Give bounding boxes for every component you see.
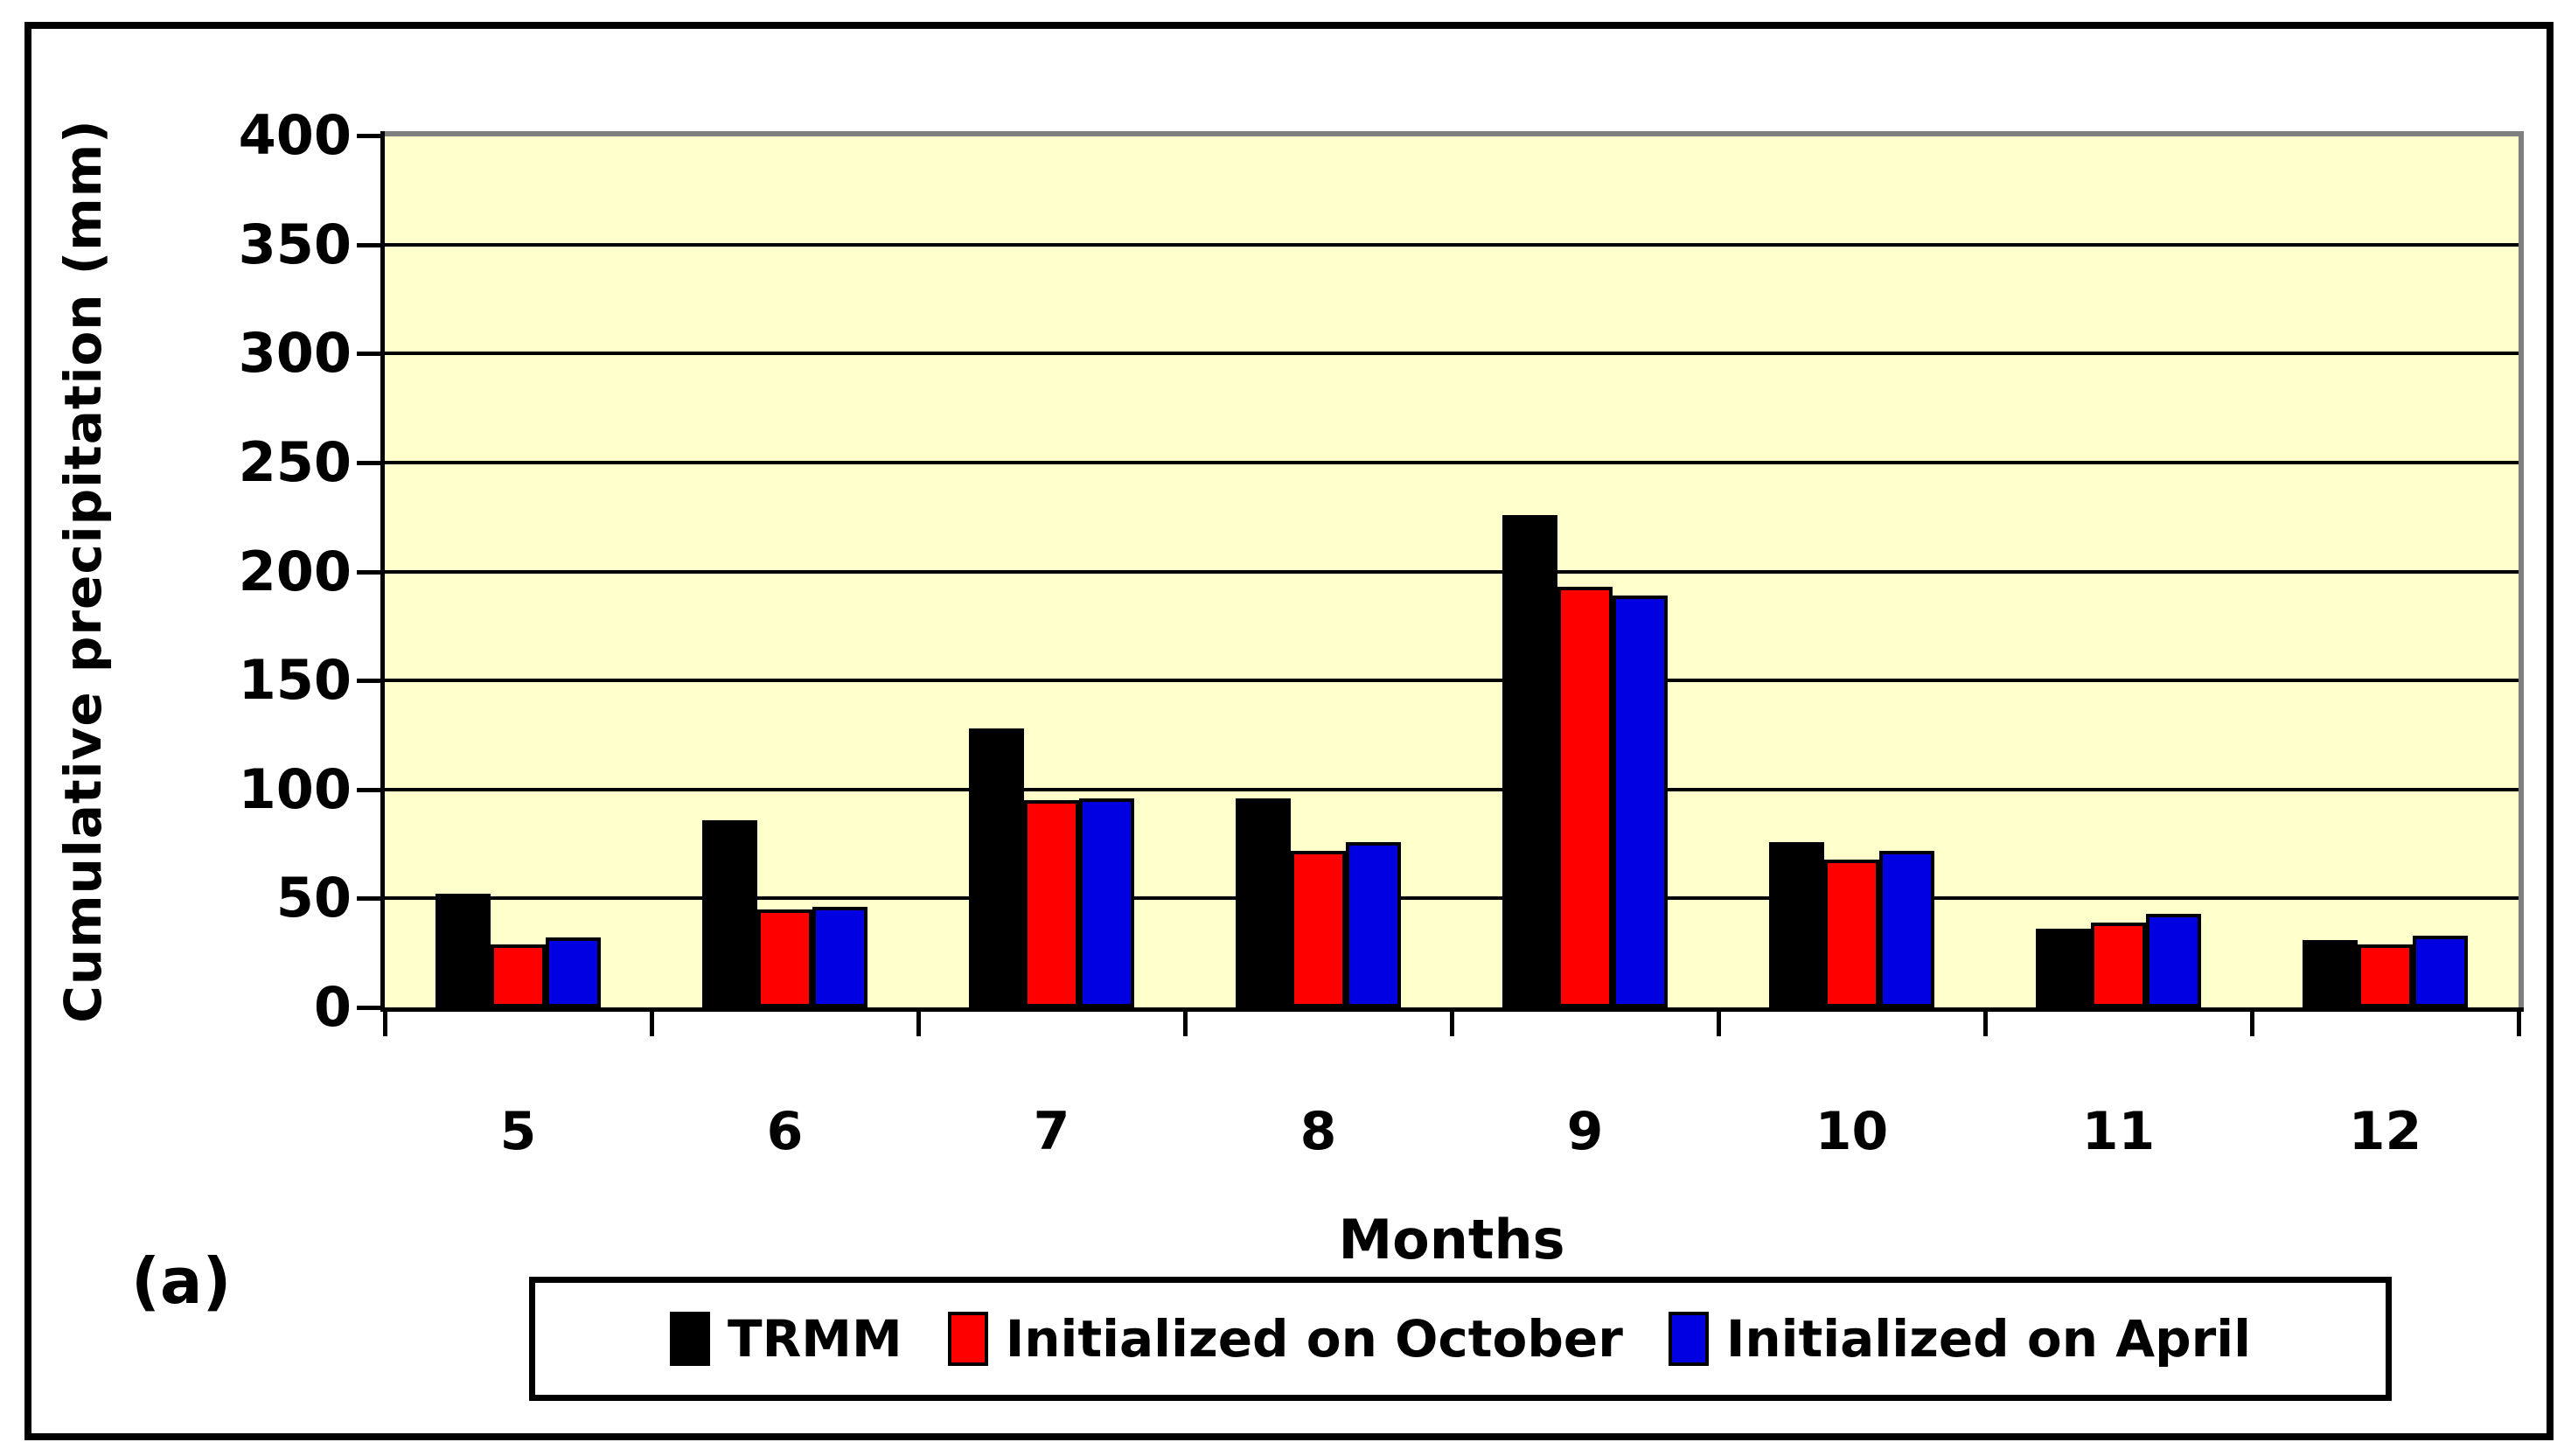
x-tick-8	[2517, 1010, 2521, 1036]
y-tick-150	[357, 679, 381, 684]
x-tick-label-month-7: 7	[1033, 1101, 1070, 1162]
bar-init-october-month-10	[1824, 860, 1879, 1007]
x-tick-4	[1450, 1010, 1454, 1036]
y-tick-50	[357, 896, 381, 902]
y-tick-label-400: 400	[238, 103, 352, 167]
gridline-250	[385, 460, 2519, 464]
gridline-350	[385, 242, 2519, 247]
bar-init-october-month-8	[1291, 851, 1346, 1007]
bar-init-april-month-9	[1613, 596, 1668, 1007]
bar-init-april-month-10	[1879, 851, 1934, 1007]
figure-border	[24, 22, 2554, 1440]
bar-init-october-month-7	[1024, 800, 1079, 1007]
legend-entry-trmm: TRMM	[670, 1312, 902, 1366]
y-tick-100	[357, 787, 381, 792]
bar-trmm-month-10	[1769, 842, 1824, 1007]
x-tick-label-month-9: 9	[1566, 1101, 1604, 1162]
legend-swatch-trmm	[670, 1312, 711, 1366]
gridline-50	[385, 896, 2519, 901]
y-tick-label-200: 200	[238, 539, 352, 603]
y-tick-label-250: 250	[238, 429, 352, 494]
x-tick-label-month-6: 6	[766, 1101, 804, 1162]
legend-entry-init-april: Initialized on April	[1668, 1309, 2251, 1369]
x-tick-2	[916, 1010, 921, 1036]
bar-trmm-month-11	[2036, 929, 2091, 1007]
bar-init-april-month-5	[546, 937, 601, 1007]
panel-label: (a)	[131, 1244, 232, 1318]
x-tick-7	[2250, 1010, 2254, 1036]
y-tick-0	[357, 1006, 381, 1010]
y-tick-label-100: 100	[238, 756, 352, 821]
bar-trmm-month-12	[2303, 940, 2358, 1007]
gridline-200	[385, 569, 2519, 574]
gridline-150	[385, 679, 2519, 683]
y-axis-title: Cumulative precipitation (mm)	[53, 119, 113, 1023]
legend-box: TRMM Initialized on October Initialized on…	[529, 1277, 2392, 1401]
legend-label-init-october: Initialized on October	[1005, 1309, 1623, 1369]
legend-label-trmm: TRMM	[728, 1309, 902, 1369]
y-tick-250	[357, 460, 381, 465]
bar-init-october-month-9	[1557, 587, 1613, 1007]
legend-swatch-init-april	[1668, 1312, 1709, 1366]
y-tick-label-50: 50	[275, 866, 352, 930]
y-axis-line	[380, 131, 385, 1012]
x-tick-label-month-8: 8	[1299, 1101, 1337, 1162]
y-tick-300	[357, 352, 381, 357]
bar-init-april-month-12	[2413, 936, 2468, 1007]
bar-trmm-month-6	[702, 820, 757, 1007]
plot-top-border	[385, 131, 2524, 136]
x-tick-label-month-5: 5	[499, 1101, 537, 1162]
bar-init-october-month-11	[2091, 923, 2146, 1007]
x-tick-5	[1717, 1010, 1721, 1036]
legend-label-init-april: Initialized on April	[1725, 1309, 2251, 1369]
x-tick-3	[1183, 1010, 1188, 1036]
plot-right-border	[2519, 131, 2524, 1007]
bar-trmm-month-7	[969, 728, 1024, 1007]
y-tick-label-300: 300	[238, 321, 352, 386]
x-tick-6	[1983, 1010, 1988, 1036]
x-axis-line	[380, 1007, 2524, 1012]
x-tick-label-month-12: 12	[2348, 1101, 2422, 1162]
bar-trmm-month-9	[1502, 515, 1557, 1007]
y-tick-label-350: 350	[238, 212, 352, 276]
y-tick-400	[357, 134, 381, 138]
bar-init-october-month-5	[491, 944, 546, 1007]
bar-init-april-month-6	[812, 907, 867, 1007]
gridline-300	[385, 352, 2519, 356]
bar-init-april-month-7	[1079, 798, 1134, 1007]
x-tick-label-month-10: 10	[1815, 1101, 1889, 1162]
x-tick-0	[383, 1010, 387, 1036]
legend-swatch-init-october	[947, 1312, 988, 1366]
y-tick-label-150: 150	[238, 648, 352, 713]
bar-trmm-month-8	[1236, 798, 1291, 1007]
bar-init-october-month-12	[2358, 944, 2413, 1007]
y-tick-350	[357, 242, 381, 247]
legend-entry-init-october: Initialized on October	[947, 1309, 1623, 1369]
y-tick-200	[357, 569, 381, 575]
bar-trmm-month-5	[435, 894, 491, 1007]
bar-init-april-month-11	[2146, 914, 2201, 1007]
bar-init-october-month-6	[757, 909, 812, 1007]
x-tick-1	[650, 1010, 654, 1036]
bar-init-april-month-8	[1346, 842, 1401, 1007]
x-axis-title: Months	[1338, 1208, 1565, 1271]
y-tick-label-0: 0	[313, 975, 352, 1039]
gridline-100	[385, 787, 2519, 791]
x-tick-label-month-11: 11	[2081, 1101, 2156, 1162]
